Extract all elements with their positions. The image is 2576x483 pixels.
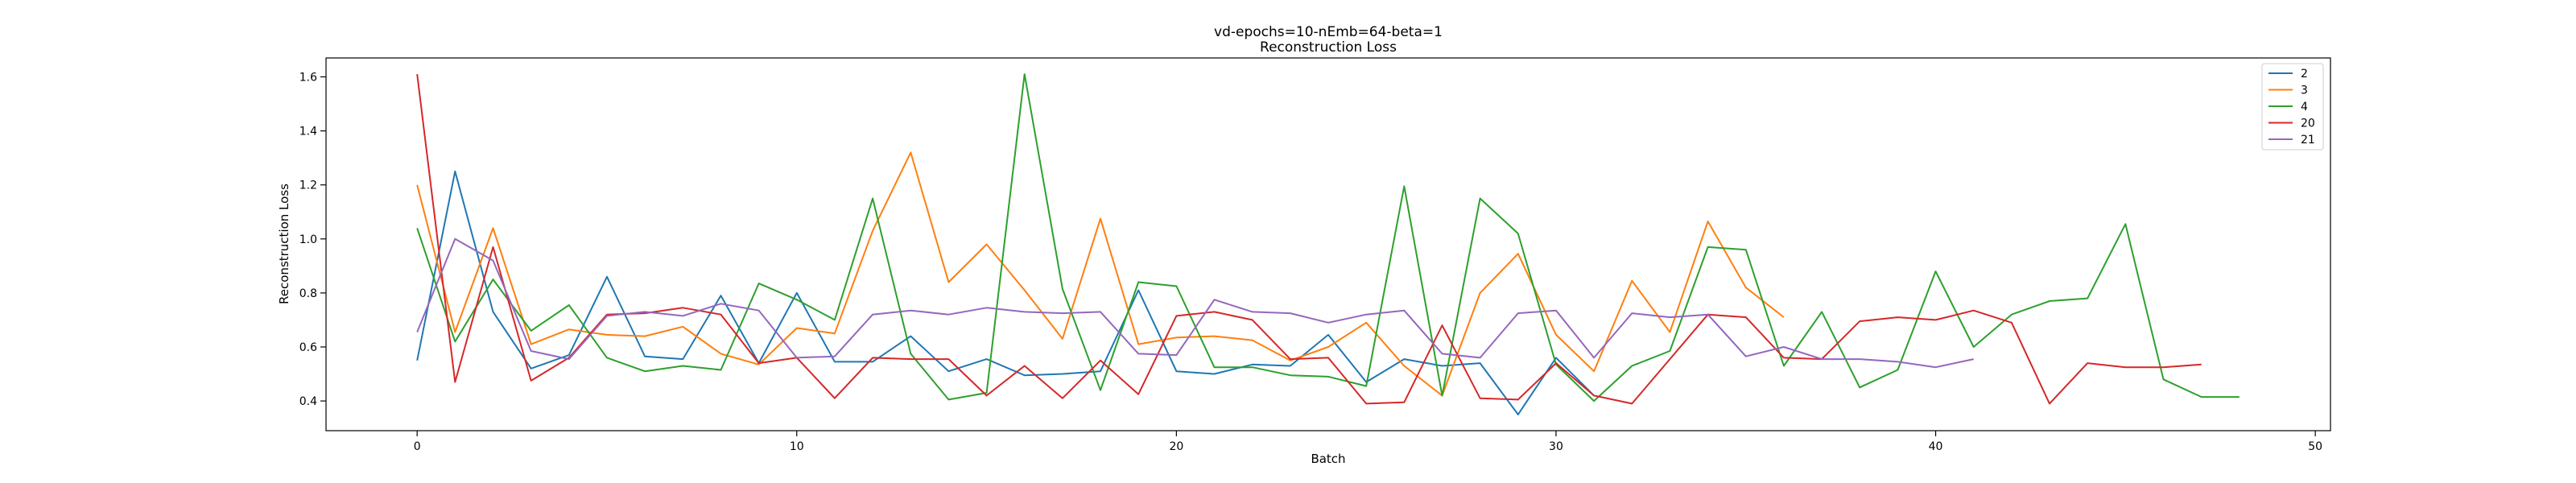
y-tick-label: 0.6 (299, 341, 317, 354)
x-tick-label: 10 (790, 440, 804, 453)
x-tick-label: 50 (2308, 440, 2322, 453)
series-line-2 (416, 170, 1595, 415)
chart-title: vd-epochs=10-nEmb=64-beta=1 (1214, 24, 1443, 40)
y-tick-label: 1.4 (299, 126, 317, 138)
y-tick-label: 0.8 (299, 287, 317, 300)
plot-area-frame (325, 57, 2331, 431)
legend-label-21: 21 (2301, 134, 2315, 147)
x-axis: 0 10 20 30 40 50 (414, 431, 2322, 453)
x-tick-label: 30 (1549, 440, 1563, 453)
x-tick-label: 0 (414, 440, 421, 453)
x-tick-label: 40 (1929, 440, 1943, 453)
legend-label-3: 3 (2301, 85, 2308, 97)
y-axis-label: Reconstruction Loss (277, 184, 291, 304)
x-axis-label: Batch (1311, 452, 1345, 466)
series-line-4 (416, 73, 2240, 402)
y-tick-label: 1.2 (299, 180, 317, 192)
series-line-3 (416, 151, 1785, 397)
x-tick-label: 20 (1169, 440, 1183, 453)
y-tick-label: 0.4 (299, 395, 317, 408)
legend-label-20: 20 (2301, 118, 2315, 130)
y-tick-label: 1.0 (299, 233, 317, 246)
legend: 2 3 4 20 21 (2261, 63, 2324, 151)
chart-subtitle: Reconstruction Loss (1260, 39, 1397, 56)
legend-label-2: 2 (2301, 68, 2308, 80)
series-line-21 (416, 237, 1974, 369)
y-tick-label: 1.6 (299, 71, 317, 84)
series-layer (416, 73, 2240, 415)
series-line-20 (416, 73, 2202, 405)
legend-label-4: 4 (2301, 101, 2308, 114)
y-axis: 0.4 0.6 0.8 1.0 1.2 1.4 1.6 (299, 71, 326, 408)
